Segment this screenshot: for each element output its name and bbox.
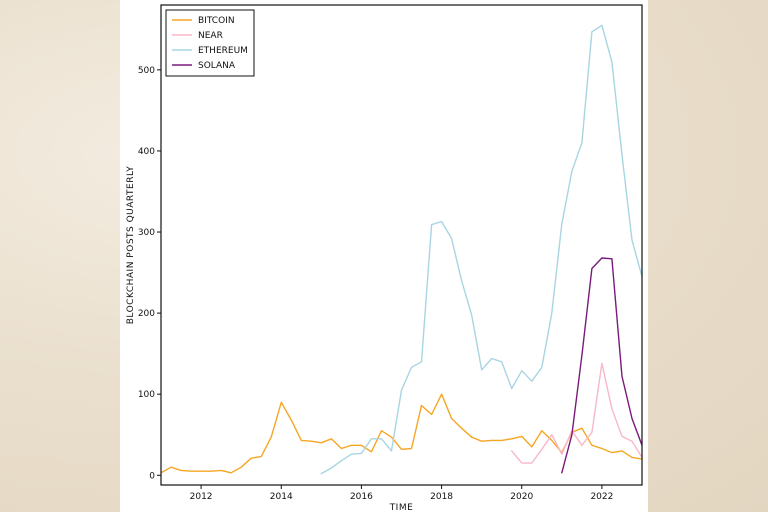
x-axis: 2012 2014 2016 2018 2020 2022 — [190, 485, 613, 502]
x-tick-label: 2012 — [190, 492, 213, 502]
series-line-solana — [561, 257, 642, 474]
plot-content — [161, 24, 642, 475]
y-tick-label: 200 — [138, 309, 155, 319]
x-tick-label: 2020 — [510, 492, 533, 502]
y-tick-label: 0 — [149, 471, 155, 481]
legend-label: BITCOIN — [198, 16, 235, 26]
y-tick-label: 300 — [138, 228, 155, 238]
series-line-near — [511, 362, 642, 464]
legend-label: ETHEREUM — [198, 46, 248, 56]
chart-paper — [120, 0, 648, 512]
series-line-bitcoin — [161, 393, 642, 474]
x-axis-label: TIME — [389, 503, 414, 512]
legend-label: NEAR — [198, 31, 223, 41]
y-tick-label: 500 — [138, 66, 155, 76]
plot-frame — [160, 4, 643, 486]
x-tick-label: 2018 — [430, 492, 453, 502]
series-line-ethereum — [320, 24, 642, 475]
x-tick-label: 2014 — [270, 492, 293, 502]
y-tick-label: 400 — [138, 147, 155, 157]
y-axis-label: BLOCKCHAIN POSTS QUARTERLY — [126, 166, 136, 325]
y-axis: 0 100 200 300 400 500 — [138, 66, 161, 481]
legend-label: SOLANA — [198, 61, 236, 71]
legend: BITCOIN NEAR ETHEREUM SOLANA — [165, 9, 255, 77]
x-tick-label: 2022 — [590, 492, 613, 502]
x-tick-label: 2016 — [350, 492, 373, 502]
y-tick-label: 100 — [138, 390, 155, 400]
